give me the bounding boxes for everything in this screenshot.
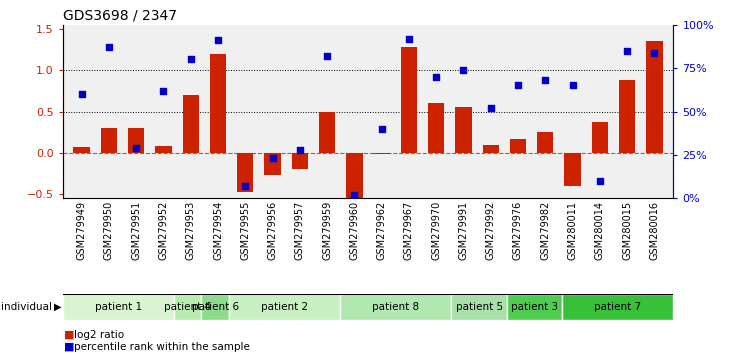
Bar (562, 294, 673, 320)
Text: patient 5: patient 5 (456, 302, 503, 312)
Point (648, 50, 660, 55)
Text: individual: individual (1, 302, 52, 312)
Point (266, 155, 278, 161)
Bar (210, 54, 226, 153)
Text: GDS3698 / 2347: GDS3698 / 2347 (63, 9, 177, 23)
Bar (537, 132, 553, 153)
Point (212, 38, 224, 43)
Point (294, 147, 305, 153)
Text: ▶: ▶ (54, 302, 61, 312)
Point (512, 82, 524, 88)
Point (403, 36, 415, 41)
Point (431, 74, 442, 80)
Bar (63, 294, 174, 320)
Bar (183, 95, 199, 153)
Bar (128, 128, 144, 153)
Point (539, 78, 551, 83)
Bar (451, 294, 507, 320)
Point (458, 67, 470, 73)
Bar (456, 107, 472, 153)
Text: percentile rank within the sample: percentile rank within the sample (74, 342, 250, 352)
Bar (340, 294, 451, 320)
Bar (264, 153, 280, 175)
Point (76, 91, 88, 97)
Text: patient 4: patient 4 (164, 302, 211, 312)
Bar (237, 153, 253, 193)
Bar (319, 112, 336, 153)
Bar (507, 294, 562, 320)
Point (621, 48, 633, 53)
Bar (400, 47, 417, 153)
Point (348, 192, 360, 198)
Bar (565, 153, 581, 186)
Point (185, 57, 197, 62)
Point (103, 45, 115, 50)
Bar (202, 294, 229, 320)
Bar (74, 147, 90, 153)
Bar (174, 294, 202, 320)
Bar (428, 103, 445, 153)
Point (239, 183, 251, 189)
Point (130, 145, 142, 151)
Bar (646, 41, 662, 153)
Point (321, 53, 333, 59)
Point (594, 178, 606, 184)
Text: patient 8: patient 8 (372, 302, 420, 312)
Bar (346, 153, 363, 198)
Text: patient 6: patient 6 (191, 302, 239, 312)
Bar (510, 139, 526, 153)
Point (376, 126, 388, 132)
Bar (483, 144, 499, 153)
Point (485, 105, 497, 111)
Text: log2 ratio: log2 ratio (74, 330, 124, 339)
Text: ■: ■ (64, 330, 74, 339)
Text: patient 2: patient 2 (261, 302, 308, 312)
Bar (229, 294, 340, 320)
Point (158, 88, 169, 93)
Text: patient 7: patient 7 (595, 302, 642, 312)
Text: patient 3: patient 3 (511, 302, 558, 312)
Bar (373, 153, 390, 154)
Bar (592, 122, 608, 153)
Point (567, 82, 578, 88)
Bar (291, 153, 308, 169)
Text: ■: ■ (64, 342, 74, 352)
Text: patient 1: patient 1 (94, 302, 141, 312)
Bar (101, 128, 117, 153)
Bar (619, 80, 635, 153)
Bar (155, 146, 171, 153)
